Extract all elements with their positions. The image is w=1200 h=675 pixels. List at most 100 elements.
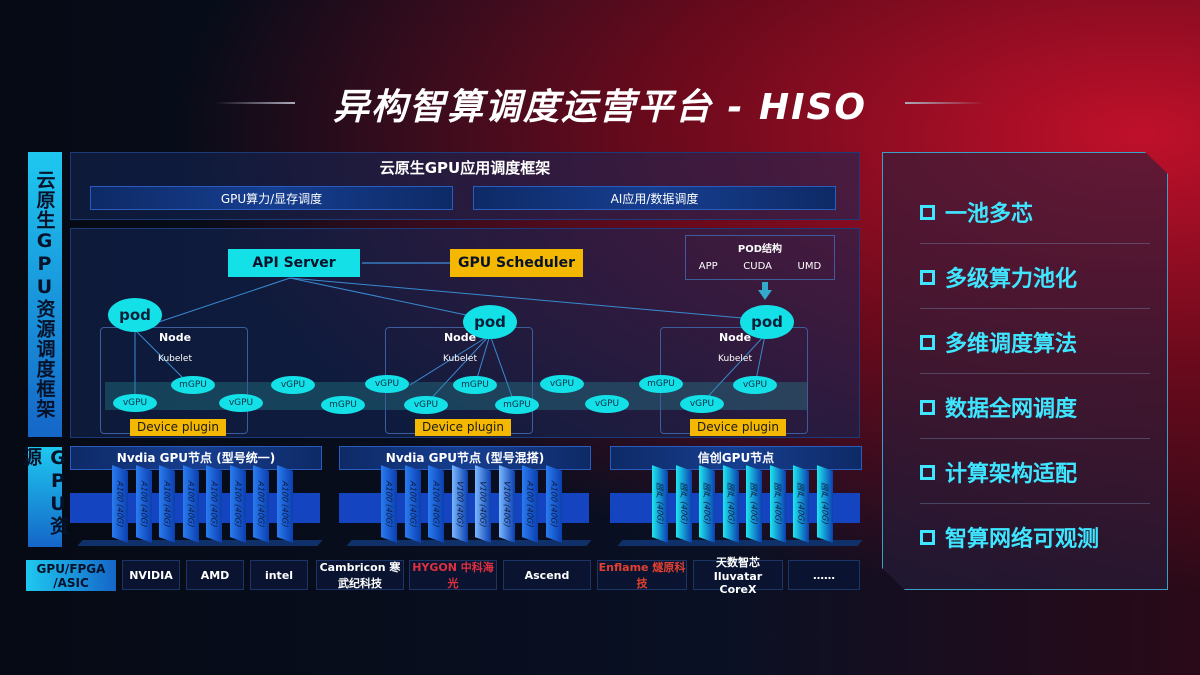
kubelet-label: Kubelet xyxy=(443,354,477,364)
gpu-card: V100 (40G) xyxy=(498,465,515,543)
gpu-card: A100 (40G) xyxy=(206,465,222,543)
feature-label: 多维调度算法 xyxy=(945,332,1078,357)
vendor-logo: intel xyxy=(250,560,308,590)
gpu-node-header: Nvdia GPU节点 (型号混搭) xyxy=(339,446,591,470)
node-label: Node xyxy=(718,331,752,344)
feature-label: 一池多芯 xyxy=(945,202,1034,227)
gpu-card: 国产 (40G) xyxy=(722,465,739,543)
gpu-card: A100 (40G) xyxy=(404,465,421,543)
feature-item: 智算网络可观测 xyxy=(920,521,1099,553)
gpu-card: A100 (40G) xyxy=(182,465,199,543)
bar-gpu-compute: GPU算力/显存调度 xyxy=(90,186,453,210)
gpu-card: 国产 (40G) xyxy=(816,465,833,543)
api-server-box[interactable]: API Server xyxy=(228,249,360,277)
checkbox-icon xyxy=(920,334,935,350)
divider xyxy=(920,373,1150,374)
feature-item: 一池多芯 xyxy=(920,196,1033,228)
pod-item: UMD xyxy=(797,261,822,272)
checkbox-icon xyxy=(920,204,935,220)
framework-title: 云原生GPU应用调度框架 xyxy=(379,159,551,177)
vgpu-unit[interactable]: vGPU xyxy=(219,394,263,412)
checkbox-icon xyxy=(920,269,935,285)
gpu-card: A100 (40G) xyxy=(159,465,175,543)
gpu-card: 国产 (40G) xyxy=(675,465,692,543)
mgpu-unit[interactable]: mGPU xyxy=(321,396,365,414)
page-title: 异构智算调度运营平台 - HISO xyxy=(332,87,868,128)
vgpu-unit[interactable]: vGPU xyxy=(680,395,724,413)
device-plugin: Device plugin xyxy=(690,419,786,436)
gpu-card: A100 (40G) xyxy=(112,465,128,543)
gpu-card: A100 (40G) xyxy=(381,465,397,543)
gpu-card: A100 (40G) xyxy=(276,465,293,543)
gpu-node-header: Nvdia GPU节点 (型号统一) xyxy=(70,446,322,470)
checkbox-icon xyxy=(920,399,935,415)
gpu-card: A100 (40G) xyxy=(428,465,444,543)
pod[interactable]: pod xyxy=(740,305,794,339)
vendor-logo: Cambricon 寒武纪科技 xyxy=(316,560,404,590)
vendor-logo: NVIDIA xyxy=(122,560,180,590)
gpu-card: V100 (40G) xyxy=(451,465,468,543)
gpu-card: A100 (40G) xyxy=(545,465,562,543)
gpu-card: A100 (40G) xyxy=(229,465,246,543)
bar-ai-data: AI应用/数据调度 xyxy=(473,186,836,210)
node-label: Node xyxy=(158,331,192,344)
mgpu-unit[interactable]: mGPU xyxy=(495,396,539,414)
gpu-scheduler-box[interactable]: GPU Scheduler xyxy=(450,249,583,277)
feature-item: 多维调度算法 xyxy=(920,326,1077,358)
gpu-card: A100 (40G) xyxy=(253,465,269,543)
vendor-logo: HYGON 中科海光 xyxy=(409,560,497,590)
divider xyxy=(920,243,1150,244)
pod-structure-box: POD结构 APP CUDA UMD xyxy=(685,235,835,280)
divider xyxy=(920,503,1150,504)
feature-item: 多级算力池化 xyxy=(920,261,1077,293)
gpu-card: 国产 (40G) xyxy=(699,465,715,543)
gpu-node-floor xyxy=(617,540,863,546)
vendor-label: GPU/FPGA /ASIC xyxy=(26,560,116,591)
vgpu-unit[interactable]: vGPU xyxy=(113,394,157,412)
vgpu-unit[interactable]: vGPU xyxy=(585,395,629,413)
pod[interactable]: pod xyxy=(463,305,517,339)
pod[interactable]: pod xyxy=(108,298,162,332)
gpu-card: 国产 (40G) xyxy=(652,465,668,543)
node-label: Node xyxy=(443,331,477,344)
feature-label: 计算架构适配 xyxy=(945,462,1078,487)
vendor-logo: 天数智芯 Iluvatar CoreX xyxy=(693,556,783,596)
feature-label: 数据全网调度 xyxy=(945,397,1078,422)
kubelet-label: Kubelet xyxy=(718,354,752,364)
gpu-card: 国产 (40G) xyxy=(793,465,809,543)
gpu-node-floor xyxy=(77,540,323,546)
device-plugin: Device plugin xyxy=(130,419,226,436)
vgpu-unit[interactable]: vGPU xyxy=(365,375,409,393)
vgpu-unit[interactable]: vGPU xyxy=(733,376,777,394)
device-plugin: Device plugin xyxy=(415,419,511,436)
pod-item: APP xyxy=(698,261,718,272)
feature-label: 智算网络可观测 xyxy=(945,527,1100,552)
vgpu-unit[interactable]: vGPU xyxy=(540,375,584,393)
vgpu-unit[interactable]: vGPU xyxy=(271,376,315,394)
gpu-card: A100 (40G) xyxy=(522,465,538,543)
checkbox-icon xyxy=(920,464,935,480)
feature-item: 计算架构适配 xyxy=(920,456,1077,488)
mgpu-unit[interactable]: mGPU xyxy=(639,375,683,393)
divider xyxy=(920,438,1150,439)
vendor-logo: AMD xyxy=(186,560,244,590)
title-line-left xyxy=(215,102,295,104)
mgpu-unit[interactable]: mGPU xyxy=(171,376,215,394)
label-cloud-native: 云原生GPU资源调度框架 xyxy=(28,152,62,437)
vendor-logo: Enflame 燧原科技 xyxy=(597,560,687,590)
vgpu-unit[interactable]: vGPU xyxy=(404,396,448,414)
divider xyxy=(920,308,1150,309)
mgpu-unit[interactable]: mGPU xyxy=(453,376,497,394)
kubelet-label: Kubelet xyxy=(158,354,192,364)
gpu-card: V100 (40G) xyxy=(475,465,491,543)
gpu-node-floor xyxy=(346,540,592,546)
vendor-logo: …… xyxy=(788,560,860,590)
gpu-card: 国产 (40G) xyxy=(746,465,762,543)
pod-structure-title: POD结构 xyxy=(737,244,783,255)
checkbox-icon xyxy=(920,529,935,545)
pod-item: CUDA xyxy=(743,261,772,272)
feature-item: 数据全网调度 xyxy=(920,391,1077,423)
gpu-card: A100 (40G) xyxy=(135,465,152,543)
gpu-card: 国产 (40G) xyxy=(769,465,786,543)
gpu-node-header: 信创GPU节点 xyxy=(610,446,862,470)
